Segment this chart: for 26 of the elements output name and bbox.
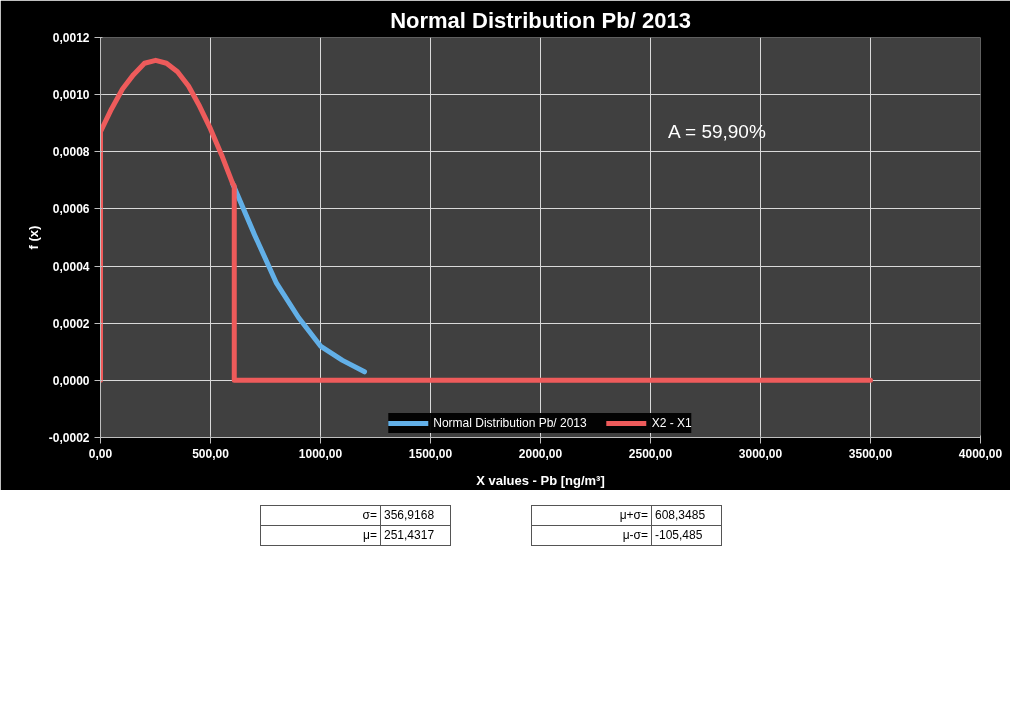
text: μ= 251,4317 <box>362 527 436 545</box>
text: μ+σ= 608,3485 <box>618 507 707 524</box>
y-axis-title: f (x) <box>25 225 41 250</box>
y-tick-label: 0,0012 <box>52 31 90 45</box>
x-tick-label: 4000,00 <box>958 446 1003 461</box>
x-tick-label: 3000,00 <box>738 446 783 461</box>
chart-title: Normal Distribution Pb/ 2013 <box>390 7 691 33</box>
y-tick-label: -0,0002 <box>48 431 90 445</box>
x-tick-label: 1500,00 <box>408 446 453 461</box>
y-tick-label: 0,0002 <box>52 316 90 331</box>
x-tick-label: 500,00 <box>192 446 230 461</box>
y-tick-label: 0,0006 <box>52 202 90 217</box>
x-tick-label: 2000,00 <box>518 446 563 461</box>
y-tick-label: 0,0000 <box>52 373 90 388</box>
y-tick-label: 0,0004 <box>52 259 90 274</box>
x-axis-title: X values - Pb [ng/m³] <box>476 472 605 488</box>
legend-label: X2 - X1 <box>651 416 692 430</box>
y-tick-label: 0,0008 <box>52 145 90 160</box>
x-tick-label: 0,00 <box>88 446 113 461</box>
x-tick-label: 2500,00 <box>628 446 673 461</box>
legend-label: Normal Distribution Pb/ 2013 <box>433 416 587 430</box>
x-tick-label: 3500,00 <box>848 446 893 461</box>
x-tick-label: 1000,00 <box>298 446 343 461</box>
text: σ= 356,9168 <box>361 507 436 524</box>
y-tick-label: 0,0010 <box>52 88 90 103</box>
text: μ-σ= -105,485 <box>621 527 704 545</box>
